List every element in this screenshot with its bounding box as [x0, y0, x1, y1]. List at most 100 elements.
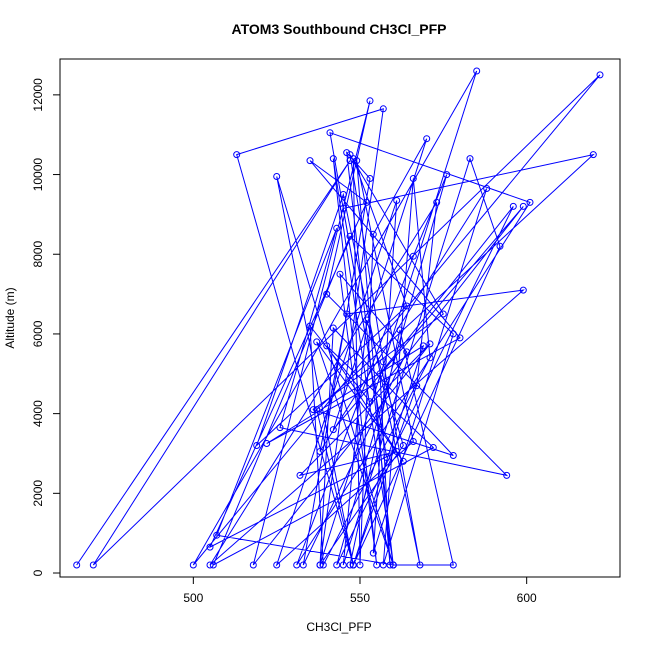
data-point: [323, 290, 331, 298]
data-point: [483, 185, 491, 192]
data-point: [209, 561, 217, 569]
data-point: [416, 561, 424, 569]
data-point: [213, 531, 221, 539]
data-point: [399, 457, 407, 465]
data-point: [396, 326, 404, 334]
plot-data: [73, 67, 604, 569]
data-point: [433, 198, 441, 206]
data-point: [253, 442, 261, 449]
data-point: [339, 191, 347, 198]
y-tick-label: 12000: [31, 78, 45, 112]
data-point: [273, 561, 281, 569]
x-tick-label: 500: [183, 591, 203, 605]
data-point: [276, 424, 284, 432]
data-point: [589, 151, 597, 159]
data-point: [376, 370, 384, 378]
y-tick-label: 0: [31, 569, 45, 576]
data-point: [526, 198, 534, 206]
data-point: [353, 157, 361, 165]
data-point: [366, 175, 374, 182]
data-point: [296, 471, 304, 479]
data-point: [313, 338, 321, 346]
data-point: [249, 561, 257, 569]
data-point: [456, 334, 464, 342]
data-point: [306, 322, 314, 330]
data-point: [89, 561, 97, 569]
data-point: [496, 242, 504, 250]
data-point: [349, 561, 357, 569]
data-point: [346, 232, 354, 240]
data-point: [373, 561, 381, 569]
data-point: [379, 358, 387, 366]
data-point: [503, 471, 511, 479]
data-point: [363, 198, 371, 206]
y-axis: 0 2000 4000 6000 8000 10000 12000: [31, 78, 61, 576]
data-point: [426, 340, 434, 348]
data-point: [299, 561, 307, 569]
data-point: [356, 561, 364, 569]
data-point: [273, 173, 281, 180]
data-point: [319, 561, 327, 569]
data-point: [329, 324, 337, 332]
data-point: [339, 561, 347, 569]
data-point: [466, 155, 474, 163]
data-point: [339, 204, 347, 212]
data-point: [329, 426, 337, 434]
data-point: [206, 561, 214, 569]
y-tick-label: 2000: [31, 480, 45, 507]
data-point: [206, 543, 214, 551]
data-point: [409, 438, 417, 445]
data-point: [379, 105, 387, 113]
data-point: [429, 444, 437, 451]
y-axis-label: Altitude (m): [3, 287, 17, 348]
data-point: [596, 71, 604, 79]
data-point: [336, 270, 344, 278]
data-point: [509, 202, 517, 210]
data-point: [519, 286, 527, 294]
data-point: [409, 175, 417, 182]
x-axis-label: CH3Cl_PFP: [306, 620, 371, 634]
data-point: [73, 561, 81, 569]
data-point: [333, 561, 341, 569]
data-point: [309, 406, 317, 414]
data-point: [346, 561, 354, 569]
data-point: [386, 561, 394, 569]
data-point: [363, 316, 371, 324]
data-point: [316, 561, 324, 569]
data-point: [439, 310, 447, 318]
y-tick-label: 6000: [31, 320, 45, 347]
data-point: [419, 342, 427, 350]
data-point: [413, 382, 421, 390]
data-point: [263, 440, 271, 447]
data-point: [366, 398, 374, 406]
data-point: [393, 197, 401, 204]
data-point: [403, 348, 411, 356]
data-point: [326, 129, 334, 137]
data-point: [316, 448, 324, 455]
data-point: [343, 310, 351, 318]
data-point: [443, 171, 451, 179]
data-point: [343, 149, 351, 157]
data-point: [389, 561, 397, 569]
data-point: [333, 224, 341, 232]
series-line: [76, 70, 601, 567]
y-tick-label: 4000: [31, 400, 45, 427]
data-point: [233, 151, 241, 159]
chart-title: ATOM3 Southbound CH3Cl_PFP: [232, 21, 447, 37]
data-point: [393, 448, 401, 455]
data-point: [409, 252, 417, 260]
data-point: [349, 155, 357, 163]
data-point: [369, 549, 377, 557]
data-point: [403, 302, 411, 310]
data-point: [449, 561, 457, 569]
data-point: [383, 454, 391, 461]
data-point: [426, 354, 434, 362]
data-point: [313, 406, 321, 414]
data-point: [369, 230, 377, 238]
x-tick-label: 550: [350, 591, 370, 605]
data-point: [379, 561, 387, 569]
data-point: [189, 561, 197, 569]
data-point: [366, 97, 374, 105]
data-point: [473, 67, 481, 75]
y-tick-label: 8000: [31, 241, 45, 268]
